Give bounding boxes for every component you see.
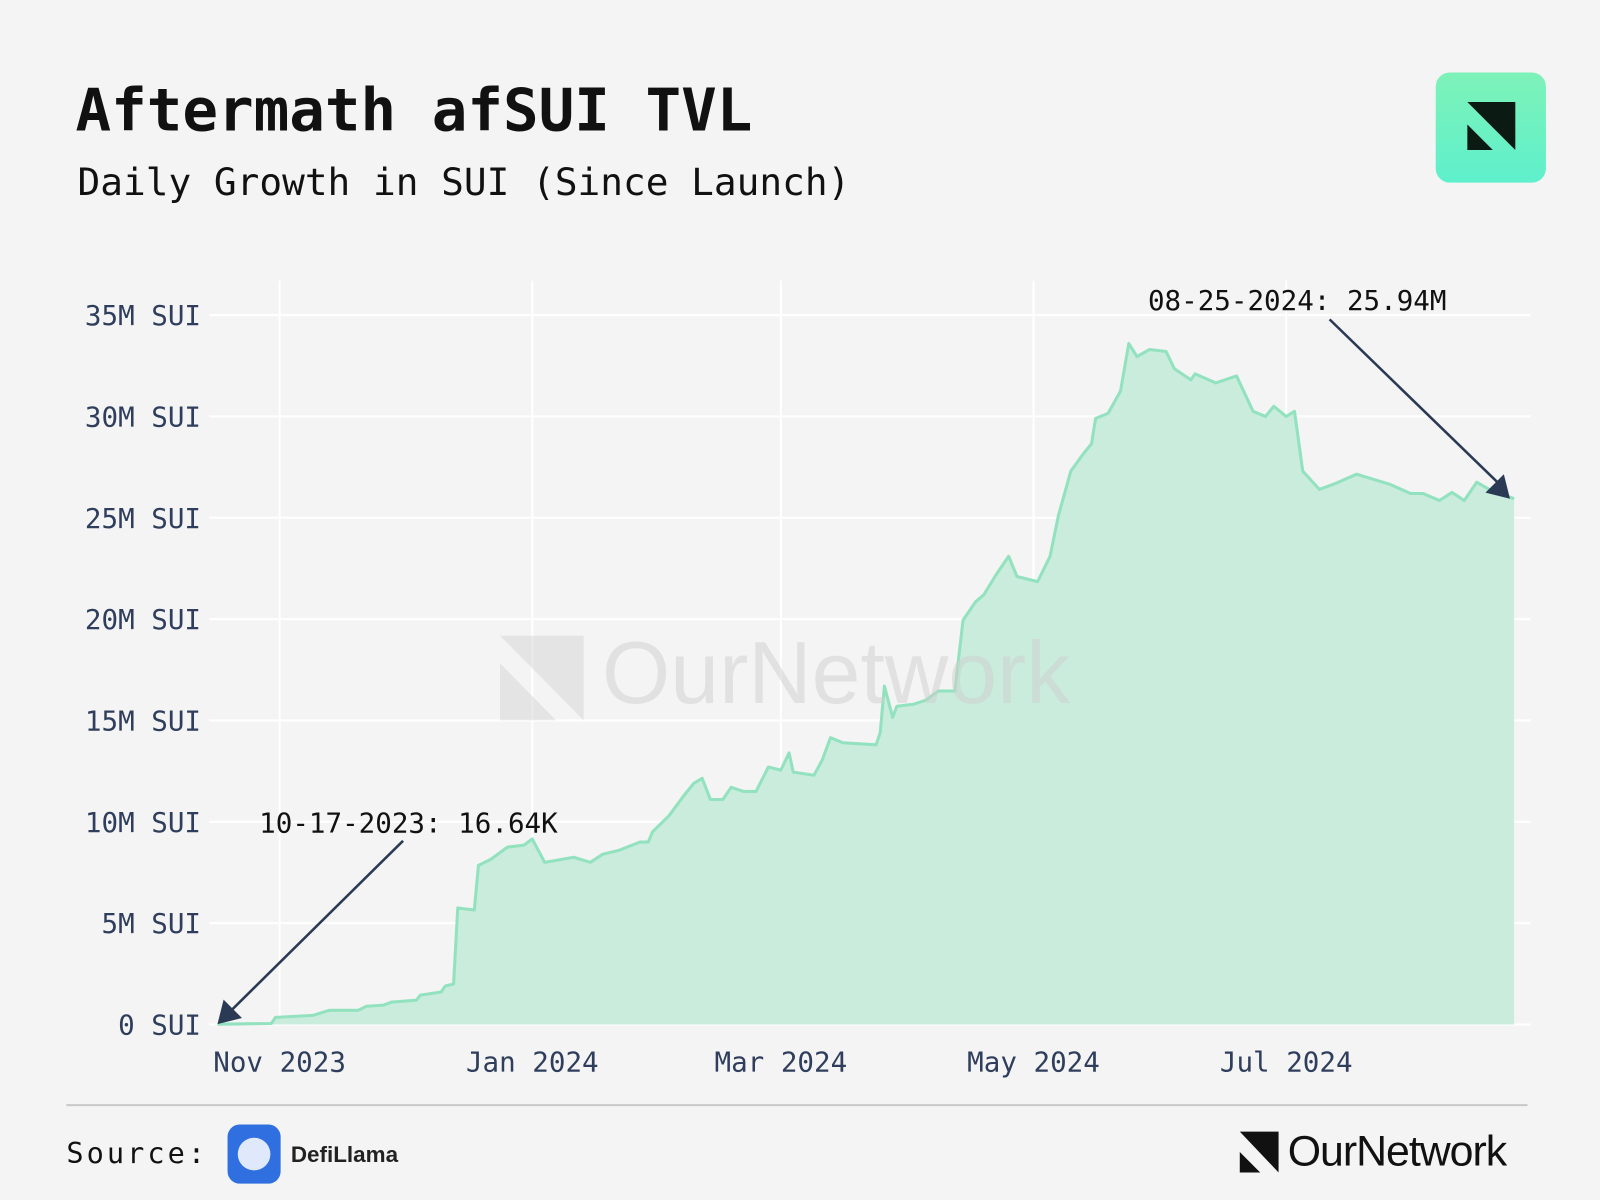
chart-subtitle: Daily Growth in SUI (Since Launch) — [78, 160, 851, 204]
y-tick-label: 20M SUI — [85, 604, 201, 636]
area-line — [217, 341, 1515, 1026]
watermark: OurNetwork — [500, 624, 1070, 722]
x-tick-label: Nov 2023 — [213, 1046, 346, 1078]
source-label: Source: — [66, 1136, 208, 1170]
x-tick-label: May 2024 — [967, 1046, 1100, 1078]
brand-name: OurNetwork — [1288, 1127, 1508, 1175]
watermark-text: OurNetwork — [602, 624, 1070, 722]
defillama-logo — [227, 1124, 281, 1184]
y-tick-label: 30M SUI — [85, 401, 201, 433]
source-name: DefiLlama — [291, 1142, 399, 1167]
area-fill — [217, 343, 1515, 1025]
arrow-head — [1485, 474, 1510, 499]
y-tick-label: 0 SUI — [118, 1010, 201, 1042]
logo — [1435, 72, 1546, 183]
y-tick-label: 25M SUI — [85, 503, 201, 535]
annotation: 10-17-2023: 16.64K — [259, 807, 558, 839]
y-tick-label: 35M SUI — [85, 300, 201, 332]
arrow-head — [217, 999, 242, 1025]
x-tick-label: Mar 2024 — [714, 1046, 847, 1078]
y-tick-label: 5M SUI — [102, 908, 202, 940]
plot: Nov 2023 Jan 2024 Mar 2024 May 2024 Jul 2024… — [85, 280, 1531, 1078]
chart-title: Aftermath afSUI TVL — [76, 75, 753, 144]
y-tick-label: 10M SUI — [85, 807, 201, 839]
annotation-arrow — [1328, 318, 1503, 488]
y-tick-label: 15M SUI — [85, 705, 201, 737]
x-tick-label: Jul 2024 — [1220, 1046, 1353, 1078]
annotation-arrow — [228, 839, 404, 1013]
annotation: 08-25-2024: 25.94M — [1148, 285, 1447, 317]
x-tick-label: Jan 2024 — [466, 1046, 599, 1078]
